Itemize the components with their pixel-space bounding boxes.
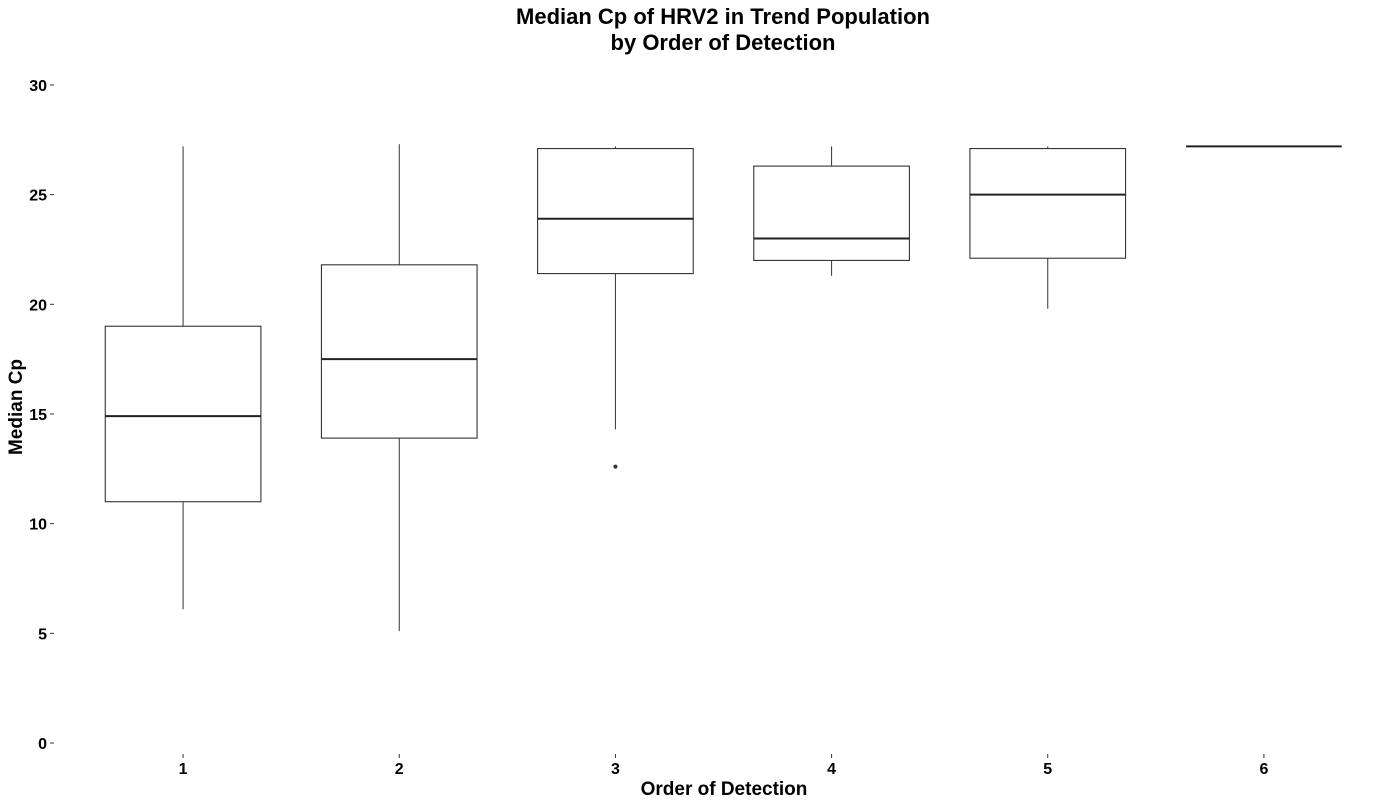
plot-area [104, 144, 1342, 632]
box-group-4 [753, 146, 910, 276]
box-group-5 [969, 146, 1127, 309]
outlier-point [613, 464, 618, 469]
y-tick-label: 30 [29, 78, 47, 95]
x-tick-label: 1 [179, 761, 188, 778]
y-tick-label: 0 [38, 736, 47, 753]
chart-title-line-2: by Order of Detection [611, 30, 836, 55]
x-axis: 1 2 3 4 5 6 [179, 754, 1268, 778]
x-tick-label: 3 [611, 761, 620, 778]
x-tick-label: 2 [395, 761, 404, 778]
y-axis: 0 5 10 15 20 25 30 [29, 78, 54, 753]
y-tick-label: 25 [29, 188, 47, 205]
x-tick-label: 4 [827, 761, 836, 778]
x-tick-label: 5 [1043, 761, 1052, 778]
x-axis-title: Order of Detection [641, 779, 808, 800]
iqr-box [969, 148, 1127, 259]
y-axis-title: Median Cp [6, 359, 27, 455]
box-group-2 [320, 144, 478, 632]
y-tick-label: 5 [38, 626, 47, 643]
y-tick-label: 10 [29, 517, 47, 534]
iqr-box [537, 148, 694, 275]
chart-title-line-1: Median Cp of HRV2 in Trend Population [516, 4, 930, 29]
box-group-3 [537, 146, 694, 469]
y-tick-label: 15 [29, 407, 47, 424]
iqr-box [104, 325, 262, 503]
x-tick-label: 6 [1259, 761, 1268, 778]
y-tick-label: 20 [29, 297, 47, 314]
iqr-box [753, 165, 910, 261]
box-group-1 [104, 146, 262, 610]
iqr-box [320, 264, 478, 439]
